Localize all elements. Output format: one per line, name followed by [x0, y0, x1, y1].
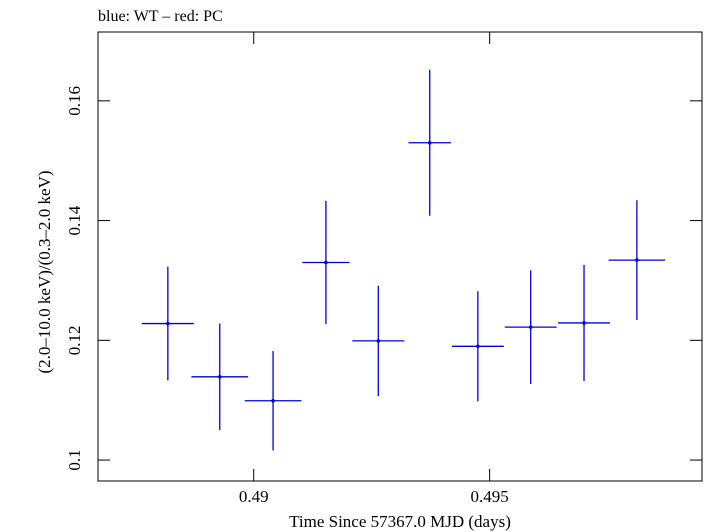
axis-ticks: 0.49 0.495 0.1 0.12 0.14 0.16 — [65, 32, 702, 506]
plot-frame — [97, 31, 703, 482]
y-tick-label: 0.16 — [65, 86, 84, 116]
y-tick-label: 0.14 — [65, 205, 84, 235]
x-tick-label: 0.495 — [471, 487, 509, 506]
data-point — [166, 321, 170, 326]
x-tick-label: 0.49 — [239, 487, 269, 506]
data-series-wt — [141, 69, 666, 451]
data-point — [582, 321, 586, 325]
y-tick-label: 0.12 — [65, 325, 84, 355]
data-point — [271, 398, 275, 403]
y-tick-label: 0.1 — [65, 449, 84, 470]
data-point — [476, 344, 480, 349]
data-point — [376, 339, 381, 343]
data-point — [217, 375, 222, 379]
y-axis-label: (2.0–10.0 keV)/(0.3–2.0 keV) — [35, 170, 54, 373]
data-point — [324, 260, 328, 265]
data-point — [635, 258, 639, 262]
data-point — [427, 140, 432, 145]
data-point — [528, 325, 533, 329]
chart-title: blue: WT – red: PC — [98, 8, 223, 25]
x-axis-label: Time Since 57367.0 MJD (days) — [289, 512, 511, 531]
